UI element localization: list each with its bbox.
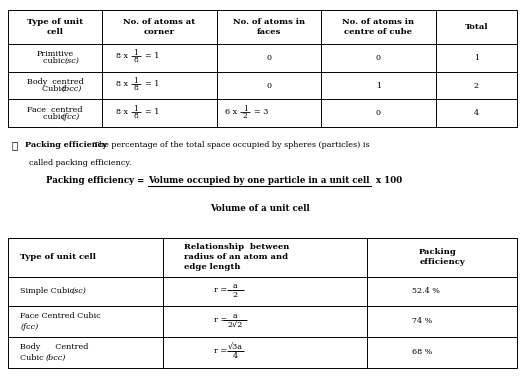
Text: 0: 0 [376,110,381,117]
Text: = 1: = 1 [145,108,160,116]
Text: (sc): (sc) [65,57,79,65]
Text: No. of atoms in
centre of cube: No. of atoms in centre of cube [342,18,414,36]
Text: Face Centred Cubic: Face Centred Cubic [20,312,101,320]
Text: Packing
efficiency: Packing efficiency [419,248,465,266]
Text: Packing efficiency =: Packing efficiency = [46,176,144,185]
Text: 2: 2 [233,291,238,299]
Text: r =: r = [214,348,227,355]
Text: (fcc): (fcc) [20,323,38,331]
Text: 8 x: 8 x [116,108,128,116]
Text: 8 x: 8 x [116,52,128,60]
Text: = 1: = 1 [145,52,160,60]
Text: 1: 1 [376,82,381,89]
Text: 4: 4 [474,110,479,117]
Text: 8: 8 [133,57,138,64]
Text: Face  centred: Face centred [27,106,83,114]
Text: 0: 0 [266,82,271,89]
Text: Primitive: Primitive [36,50,74,58]
Text: = 3: = 3 [255,108,269,116]
Text: No. of atoms in
faces: No. of atoms in faces [233,18,305,36]
Text: 8 x: 8 x [116,80,128,88]
Text: 1: 1 [133,105,138,113]
Text: 74 %: 74 % [412,317,433,325]
Text: a: a [233,282,237,290]
Text: Volume occupied by one particle in a unit cell: Volume occupied by one particle in a uni… [148,176,370,185]
Bar [8,238,517,368]
Text: x 100: x 100 [376,176,403,185]
Text: No. of atoms at
corner: No. of atoms at corner [123,18,195,36]
Text: Simple Cubic: Simple Cubic [20,287,77,295]
Text: (fcc): (fcc) [61,113,79,121]
Text: 2: 2 [243,112,247,120]
Text: ❖: ❖ [12,141,18,150]
Text: called packing efficiency.: called packing efficiency. [29,159,131,168]
Text: r =: r = [214,317,227,324]
Text: (bcc): (bcc) [61,85,82,93]
Text: 8: 8 [133,112,138,120]
Text: cubic: cubic [43,113,67,121]
Text: Body      Centred: Body Centred [20,343,89,351]
Text: Packing efficiency: Packing efficiency [25,141,107,149]
Text: Cubic: Cubic [20,354,46,362]
Text: 4: 4 [233,352,238,360]
Text: = 1: = 1 [145,80,160,88]
Text: 1: 1 [243,105,247,113]
Text: a: a [233,312,237,320]
Text: 1: 1 [474,54,479,62]
Text: Relationship  between
radius of an atom and
edge length: Relationship between radius of an atom a… [184,243,289,271]
Text: Volume of a unit cell: Volume of a unit cell [210,204,310,213]
Text: Cubic: Cubic [42,85,68,93]
Text: 52.4 %: 52.4 % [412,287,440,295]
Text: 68 %: 68 % [412,348,433,356]
Text: Total: Total [465,23,488,31]
Text: √3a: √3a [228,343,243,351]
Text: r =: r = [214,286,227,295]
Text: 2√2: 2√2 [227,321,243,329]
Text: Type of unit cell: Type of unit cell [20,253,96,261]
Text: (bcc): (bcc) [46,354,66,362]
Text: 6 x: 6 x [225,108,237,116]
Text: Type of unit
cell: Type of unit cell [27,18,83,36]
Text: 0: 0 [266,54,271,62]
Text: 1: 1 [133,49,138,57]
Text: 2: 2 [474,82,479,89]
Bar [8,10,517,127]
Text: The percentage of the total space occupied by spheres (particles) is: The percentage of the total space occupi… [91,141,370,149]
Text: cubic: cubic [43,57,67,65]
Text: Body  centred: Body centred [27,78,83,86]
Text: 1: 1 [133,77,138,85]
Text: (sc): (sc) [72,287,87,295]
Text: 8: 8 [133,84,138,92]
Text: 0: 0 [376,54,381,62]
